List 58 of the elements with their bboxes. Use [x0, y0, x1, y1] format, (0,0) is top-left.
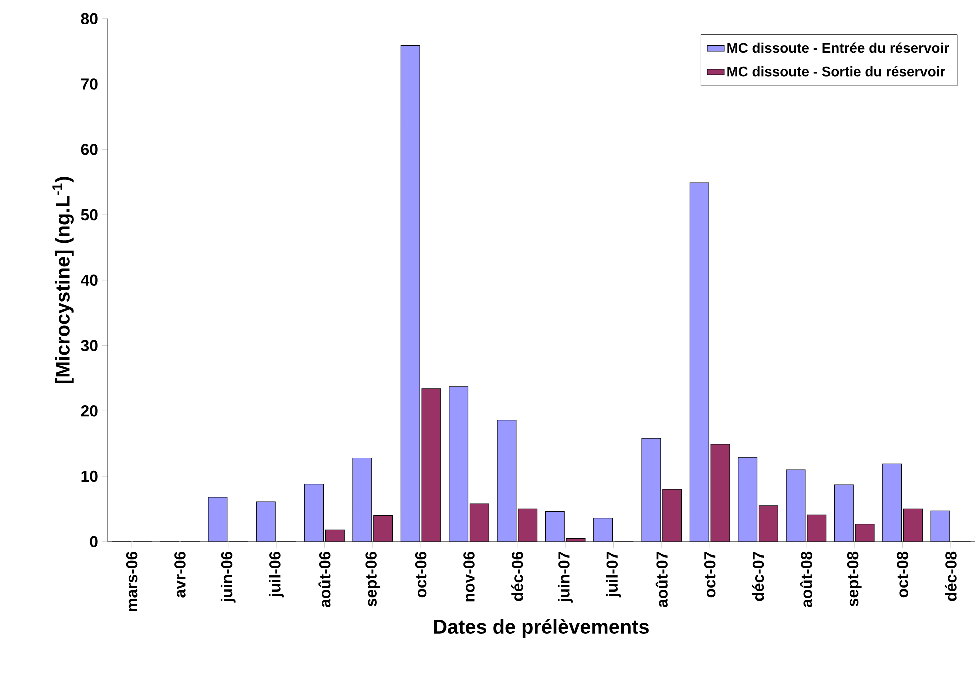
x-tick-label: déc-08: [945, 552, 957, 602]
bar: [470, 504, 490, 542]
y-tick-label: 10: [82, 470, 98, 482]
x-tick-label: juil-06: [269, 552, 284, 598]
bar: [304, 484, 324, 542]
bar: [930, 510, 950, 542]
bar: [662, 490, 682, 542]
y-tick-label: 0: [90, 536, 98, 548]
x-tick-label: sept-06: [366, 552, 380, 606]
bar: [856, 524, 874, 542]
bar: [401, 46, 420, 542]
y-axis-title: [Microcystine] (ng.L$^{-1}$): [52, 177, 74, 384]
y-tick-label: 30: [81, 340, 98, 352]
x-tick-label: août-07: [656, 552, 668, 608]
bar: [374, 516, 393, 542]
x-tick-label: oct-06: [415, 552, 427, 598]
x-tick-label: déc-07: [752, 552, 764, 602]
y-tick-label: 60: [81, 144, 98, 156]
bar: [807, 515, 826, 542]
bar: [422, 388, 441, 542]
x-tick-label: sept-08: [847, 552, 862, 606]
x-tick-label: oct-07: [704, 552, 716, 598]
bar: [759, 506, 778, 542]
bar: [546, 512, 565, 542]
x-tick-label: juil-07: [606, 552, 622, 598]
bar: [256, 502, 276, 542]
y-tick-label: 40: [81, 274, 98, 286]
bar: [690, 182, 710, 542]
bar: [594, 518, 613, 542]
bar: [786, 470, 806, 542]
x-tick-label: août-08: [800, 552, 812, 608]
x-tick-label: déc-06: [512, 552, 524, 602]
x-tick-label: oct-08: [897, 552, 908, 598]
bar: [834, 484, 854, 542]
bar: [882, 464, 902, 542]
x-tick-label: juin-07: [558, 552, 573, 603]
x-tick-label: nov-06: [464, 552, 475, 602]
bar: [449, 386, 468, 542]
x-tick-label: mars-06: [126, 552, 138, 612]
bar: [326, 530, 345, 542]
y-tick-label: 70: [81, 78, 98, 90]
bar: [738, 458, 758, 542]
x-tick-label: août-06: [318, 552, 331, 608]
bar: [518, 509, 538, 542]
legend-label: MC dissoute - Entrée du réservoir: [728, 42, 950, 54]
y-tick-label: 50: [81, 209, 98, 221]
bar: [353, 458, 372, 542]
bar: [711, 444, 730, 542]
legend-label: MC dissoute - Sortie du réservoir: [728, 66, 946, 77]
y-tick-label: 80: [81, 13, 98, 24]
y-tick-label: 20: [81, 405, 98, 417]
x-tick-label: juin-06: [220, 552, 236, 603]
bar: [208, 497, 228, 542]
x-axis-title: Dates de prélèvements: [434, 619, 649, 638]
bar: [904, 509, 923, 542]
x-tick-label: avr-06: [174, 552, 186, 598]
bar: [498, 420, 516, 542]
bar: [642, 438, 661, 542]
